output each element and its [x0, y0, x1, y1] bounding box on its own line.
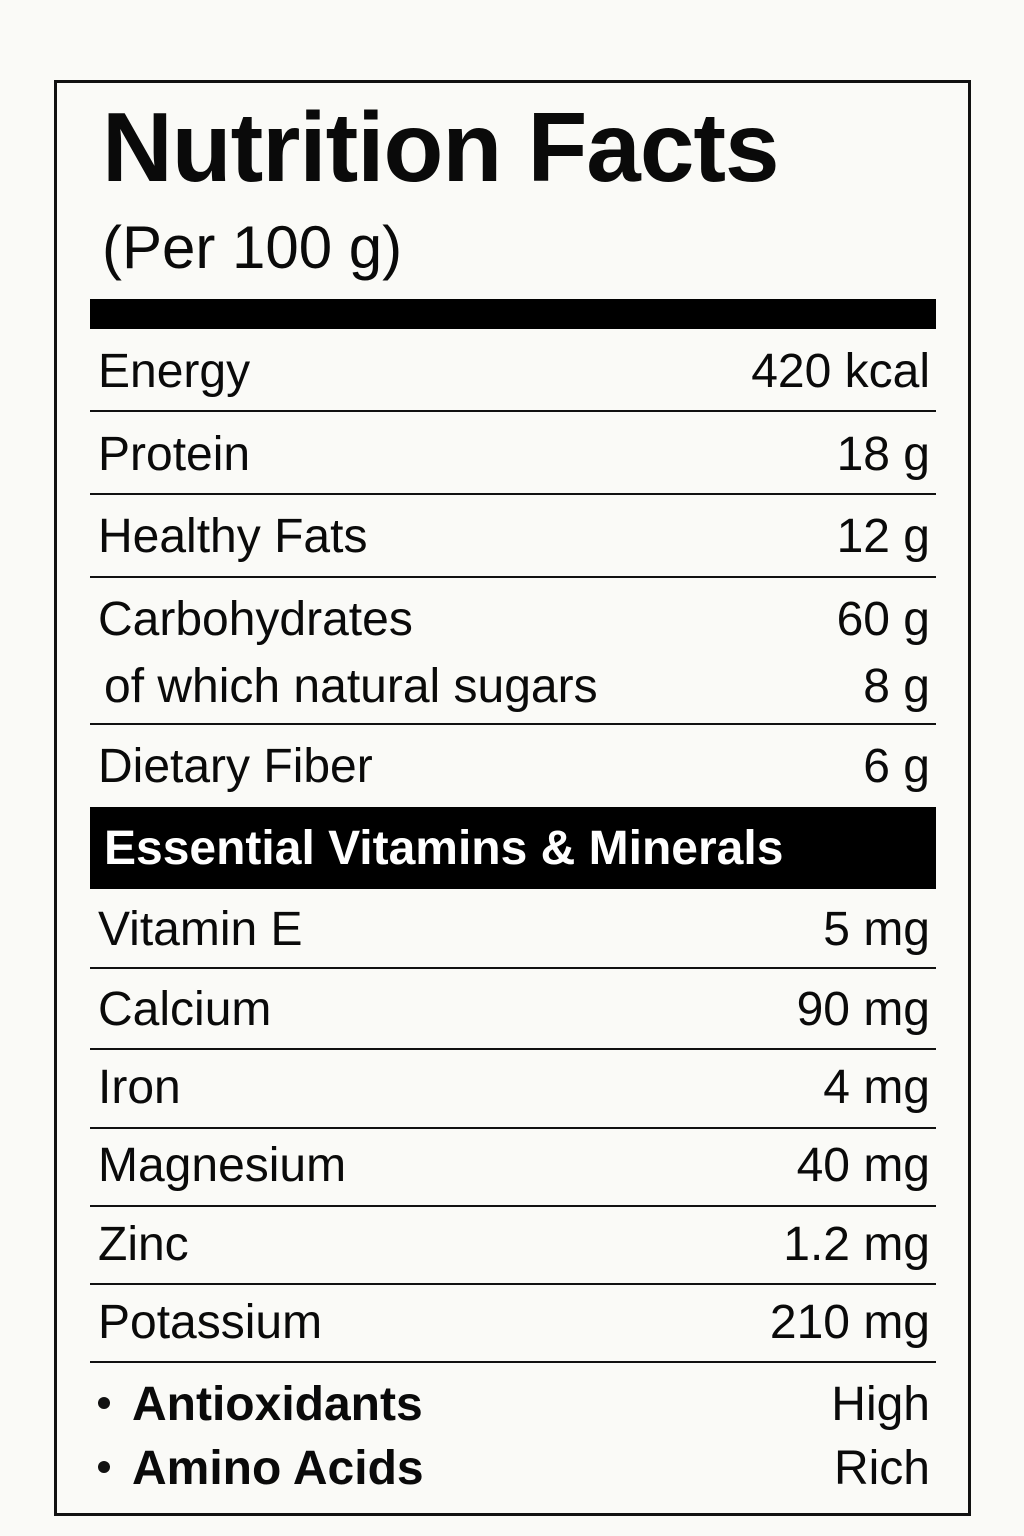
- nutrient-value: 60 g: [836, 593, 930, 646]
- mineral-value: 40 mg: [796, 1139, 930, 1192]
- extra-row: Amino Acids Rich: [90, 1445, 936, 1493]
- divider: [90, 1048, 936, 1050]
- nutrient-value: 6 g: [863, 740, 930, 793]
- nutrient-label: Protein: [98, 428, 251, 481]
- nutrient-value: 12 g: [836, 510, 930, 563]
- bullet-icon: [98, 1397, 110, 1410]
- divider: [90, 1283, 936, 1285]
- extra-value: High: [831, 1378, 930, 1431]
- divider: [90, 576, 936, 578]
- divider: [90, 410, 936, 412]
- mineral-label: Calcium: [98, 983, 272, 1036]
- mineral-label: Zinc: [98, 1218, 189, 1271]
- nutrient-label: Dietary Fiber: [98, 740, 373, 793]
- nutrient-row: Carbohydrates 60 g: [90, 596, 936, 644]
- extra-row: Antioxidants High: [90, 1381, 936, 1429]
- nutrient-subrow: of which natural sugars 8 g: [90, 663, 936, 711]
- mineral-value: 90 mg: [796, 983, 930, 1036]
- mineral-label: Magnesium: [98, 1139, 347, 1192]
- section-header: Essential Vitamins & Minerals: [90, 807, 936, 889]
- section-title: Essential Vitamins & Minerals: [104, 821, 784, 875]
- divider: [90, 1205, 936, 1207]
- extra-value: Rich: [833, 1442, 930, 1495]
- thick-divider: [90, 299, 936, 329]
- mineral-value: 5 mg: [823, 903, 930, 956]
- serving-size: (Per 100 g): [102, 214, 403, 281]
- nutrient-label: Carbohydrates: [98, 593, 413, 646]
- divider: [90, 1127, 936, 1129]
- extra-label: Amino Acids: [132, 1442, 424, 1495]
- mineral-row: Iron 4 mg: [90, 1064, 936, 1112]
- nutrient-value: 420 kcal: [751, 345, 930, 398]
- nutrient-label: of which natural sugars: [104, 660, 598, 713]
- mineral-label: Vitamin E: [98, 903, 303, 956]
- mineral-label: Potassium: [98, 1296, 323, 1349]
- nutrient-row: Healthy Fats 12 g: [90, 513, 936, 561]
- mineral-value: 4 mg: [823, 1061, 930, 1114]
- nutrient-value: 18 g: [836, 428, 930, 481]
- nutrient-label: Energy: [98, 345, 251, 398]
- nutrient-row: Protein 18 g: [90, 431, 936, 479]
- mineral-value: 1.2 mg: [783, 1218, 930, 1271]
- nutrient-value: 8 g: [863, 660, 930, 713]
- label-border: [54, 80, 971, 1516]
- nutrient-row: Energy 420 kcal: [90, 348, 936, 396]
- divider: [90, 1361, 936, 1363]
- nutrient-label: Healthy Fats: [98, 510, 368, 563]
- divider: [90, 967, 936, 969]
- divider: [90, 493, 936, 495]
- mineral-label: Iron: [98, 1061, 181, 1114]
- mineral-row: Potassium 210 mg: [90, 1299, 936, 1347]
- page-title: Nutrition Facts: [102, 92, 779, 202]
- mineral-value: 210 mg: [769, 1296, 930, 1349]
- mineral-row: Magnesium 40 mg: [90, 1142, 936, 1190]
- bullet-icon: [98, 1461, 110, 1474]
- mineral-row: Vitamin E 5 mg: [90, 906, 936, 954]
- nutrient-row: Dietary Fiber 6 g: [90, 743, 936, 791]
- extra-label: Antioxidants: [132, 1378, 423, 1431]
- mineral-row: Calcium 90 mg: [90, 986, 936, 1034]
- mineral-row: Zinc 1.2 mg: [90, 1221, 936, 1269]
- divider: [90, 723, 936, 725]
